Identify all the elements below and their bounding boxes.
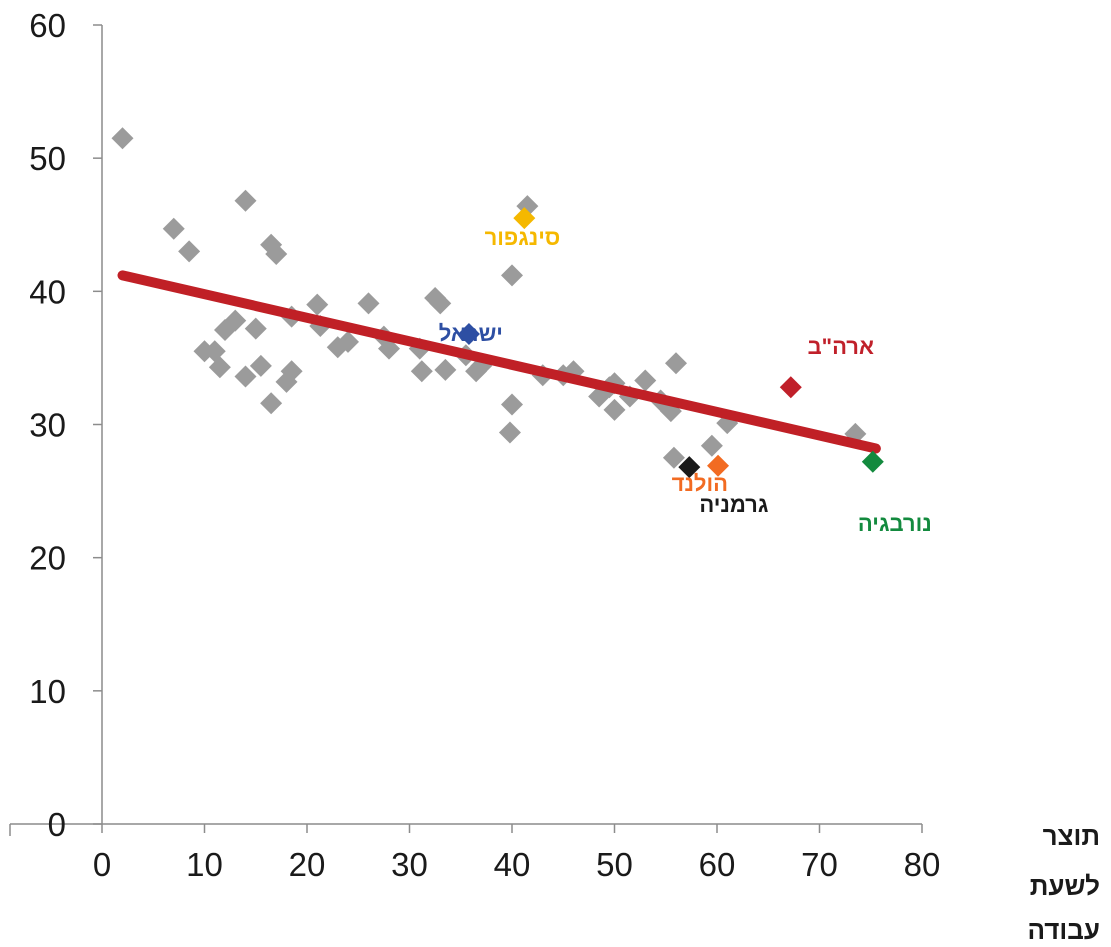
highlighted-point	[513, 207, 536, 230]
data-point	[249, 354, 272, 377]
data-point	[501, 264, 523, 287]
highlighted-point	[861, 450, 884, 473]
y-tick-label: 60	[29, 7, 66, 44]
data-point	[234, 365, 257, 388]
highlighted-point	[678, 456, 701, 479]
highlighted-point	[457, 322, 480, 345]
x-axis-title-line-2: לשעת	[1030, 871, 1100, 901]
data-point	[501, 393, 523, 416]
axes: 0 10 20 30 40 50 60 70 80 0 10 20 30 40 50 60	[9, 7, 941, 883]
x-tick-label: 50	[596, 846, 633, 883]
data-point	[429, 292, 452, 315]
point-label: הולנד	[672, 471, 728, 496]
data-point	[234, 189, 257, 212]
data-point	[410, 360, 433, 383]
x-tick-label: 70	[801, 846, 838, 883]
data-point	[244, 317, 267, 340]
data-point	[634, 369, 657, 392]
highlighted-points	[457, 207, 884, 479]
data-point	[162, 217, 185, 240]
data-point	[306, 293, 329, 316]
data-point	[357, 292, 380, 315]
data-points	[111, 127, 867, 469]
y-tick-label: 10	[29, 673, 66, 710]
y-tick-label: 0	[48, 806, 66, 843]
trendline	[117, 270, 881, 454]
data-point	[337, 330, 359, 353]
highlighted-point	[779, 376, 802, 399]
x-tick-label: 80	[904, 846, 941, 883]
data-point	[208, 356, 231, 379]
data-point	[280, 360, 303, 383]
y-tick-label: 50	[29, 140, 66, 177]
data-point	[111, 127, 134, 150]
data-point	[434, 358, 457, 381]
data-point	[378, 337, 400, 360]
data-point	[603, 398, 626, 421]
x-tick-label: 60	[699, 846, 736, 883]
point-label: נורבגיה	[858, 511, 932, 536]
data-point	[498, 421, 521, 444]
point-label: ארה"ב	[808, 334, 874, 359]
y-tick-label: 40	[29, 273, 66, 310]
data-point	[662, 446, 685, 469]
data-point	[178, 240, 201, 263]
x-axis-title-line-1: תוצר	[1043, 821, 1100, 851]
data-point	[265, 243, 288, 266]
point-label: סינגפור	[485, 225, 561, 250]
data-point	[665, 352, 687, 375]
y-tick-label: 30	[29, 407, 66, 444]
data-point	[700, 434, 723, 457]
x-tick-label: 30	[391, 846, 428, 883]
x-tick-label: 10	[186, 846, 223, 883]
x-tick-label: 0	[93, 846, 111, 883]
x-axis-title-line-3: עבודה	[1028, 915, 1101, 945]
y-tick-label: 20	[29, 540, 66, 577]
data-point	[224, 309, 247, 332]
x-tick-label: 20	[289, 846, 326, 883]
highlighted-point	[707, 454, 730, 477]
data-point	[260, 392, 283, 415]
point-label: גרמניה	[699, 492, 768, 517]
x-tick-label: 40	[494, 846, 531, 883]
point-label: ישראל	[439, 321, 503, 346]
trendline-group	[117, 270, 881, 454]
